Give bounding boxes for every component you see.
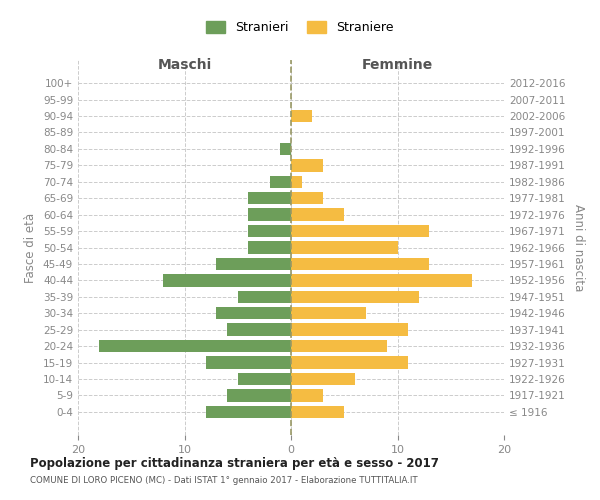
Bar (238, 373, 291, 385)
Bar (206, 406, 291, 418)
Text: Popolazione per cittadinanza straniera per età e sesso - 2017: Popolazione per cittadinanza straniera p… (30, 458, 439, 470)
Bar (291, 159, 323, 172)
Text: Femmine: Femmine (362, 58, 433, 72)
Y-axis label: Anni di nascita: Anni di nascita (572, 204, 585, 291)
Legend: Stranieri, Straniere: Stranieri, Straniere (202, 16, 398, 40)
Bar (291, 406, 344, 418)
Bar (291, 324, 408, 336)
Bar (99, 340, 291, 352)
Bar (291, 242, 398, 254)
Bar (291, 274, 472, 286)
Bar (291, 307, 365, 320)
Bar (227, 324, 291, 336)
Bar (248, 242, 291, 254)
Bar (291, 225, 430, 237)
Bar (270, 176, 291, 188)
Bar (248, 192, 291, 204)
Bar (291, 373, 355, 385)
Bar (227, 389, 291, 402)
Bar (217, 307, 291, 320)
Bar (206, 356, 291, 368)
Bar (238, 290, 291, 303)
Bar (291, 176, 302, 188)
Bar (291, 258, 430, 270)
Bar (291, 290, 419, 303)
Bar (291, 110, 313, 122)
Bar (163, 274, 291, 286)
Text: COMUNE DI LORO PICENO (MC) - Dati ISTAT 1° gennaio 2017 - Elaborazione TUTTITALI: COMUNE DI LORO PICENO (MC) - Dati ISTAT … (30, 476, 418, 485)
Bar (217, 258, 291, 270)
Bar (248, 208, 291, 221)
Bar (291, 356, 408, 368)
Bar (291, 208, 344, 221)
Y-axis label: Fasce di età: Fasce di età (25, 212, 37, 282)
Bar (291, 340, 387, 352)
Bar (280, 143, 291, 155)
Bar (248, 225, 291, 237)
Bar (291, 389, 323, 402)
Bar (291, 192, 323, 204)
Text: Maschi: Maschi (157, 58, 212, 72)
